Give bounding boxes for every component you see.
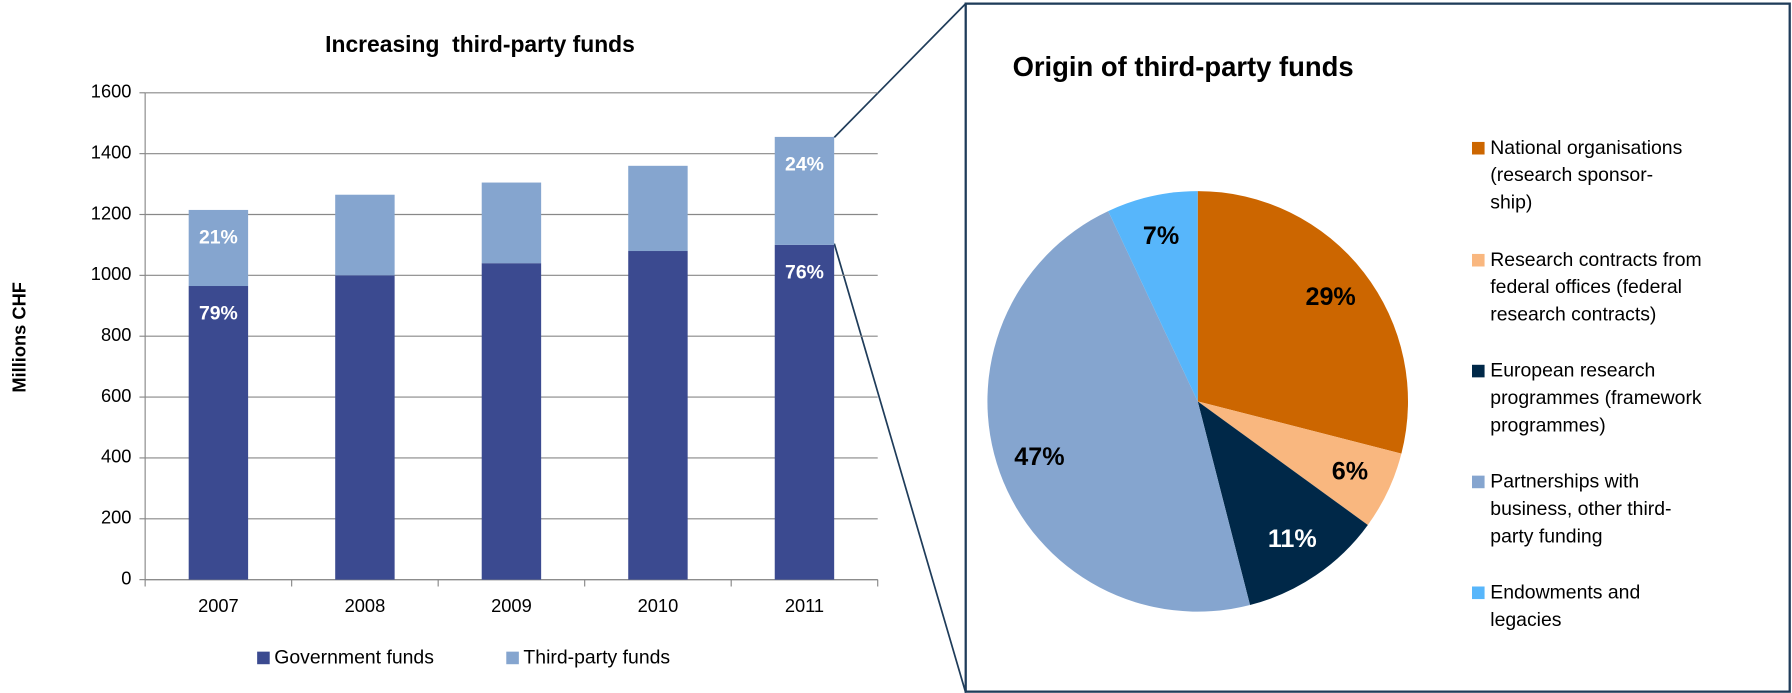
bar-segment <box>335 194 395 276</box>
share-label: 76% <box>785 262 824 284</box>
legend-label: Research contracts from federal offices (… <box>1490 249 1701 326</box>
chart-title: Origin of third-party funds <box>1013 51 1354 82</box>
pie-slice <box>1197 401 1402 525</box>
x-tick-label: 2009 <box>491 595 532 616</box>
y-tick-label: 200 <box>101 507 131 528</box>
pie-slice <box>1108 191 1198 402</box>
x-tick-label: 2010 <box>638 595 679 616</box>
legend-swatch <box>257 651 270 665</box>
legend-swatch <box>1472 141 1485 155</box>
y-tick-label: 400 <box>101 446 131 467</box>
bar-segment <box>774 136 835 245</box>
x-tick-label: 2008 <box>345 595 386 616</box>
pie-slice <box>987 211 1251 612</box>
y-tick-label: 0 <box>121 567 131 588</box>
bar-segment <box>481 182 542 264</box>
y-tick-label: 1600 <box>91 81 132 102</box>
y-tick-label: 1400 <box>91 141 132 162</box>
chart-title: Increasing third-party funds <box>325 31 635 57</box>
legend-label: European research programmes (framework pr… <box>1490 360 1702 437</box>
pie-slice <box>1197 401 1368 606</box>
bar-segment <box>188 286 249 580</box>
legend-swatch <box>506 651 519 665</box>
share-label: 21% <box>199 227 238 249</box>
x-tick-label: 2011 <box>785 595 824 616</box>
bar-segment <box>628 251 688 580</box>
share-label: 79% <box>199 303 238 325</box>
pie-label: 29% <box>1305 283 1355 311</box>
pie-slice <box>1197 191 1409 454</box>
legend-swatch <box>1472 253 1485 267</box>
x-tick-label: 2007 <box>198 595 239 616</box>
pie-label: 7% <box>1143 222 1179 250</box>
legend-swatch <box>1472 364 1485 378</box>
y-tick-label: 800 <box>101 324 131 345</box>
legend-swatch <box>1472 475 1485 489</box>
panel-frame <box>964 2 1791 693</box>
bar-segment <box>335 275 395 580</box>
pie-label: 6% <box>1332 458 1368 486</box>
zoom-line <box>833 3 967 138</box>
share-label: 24% <box>785 154 824 176</box>
bar-segment <box>188 209 249 287</box>
y-tick-label: 1000 <box>91 263 132 284</box>
legend-label: National organisations (research sponsor-… <box>1490 137 1682 214</box>
y-tick-label: 600 <box>101 385 131 406</box>
y-tick-label: 1200 <box>91 202 132 223</box>
legend-label: Endowments and legacies <box>1490 581 1640 630</box>
legend-label: Partnerships with business, other third-p… <box>1490 471 1671 548</box>
bar-segment <box>628 165 688 252</box>
bar-segment <box>774 244 835 580</box>
legend-label: Government funds <box>274 647 434 669</box>
pie-label: 47% <box>1014 443 1064 471</box>
legend-swatch <box>1472 586 1485 600</box>
y-axis-label: Millions CHF <box>8 282 29 393</box>
bar-segment <box>481 263 542 580</box>
pie-label: 11% <box>1268 525 1317 553</box>
legend-label: Third-party funds <box>523 647 670 669</box>
zoom-line <box>833 243 967 693</box>
